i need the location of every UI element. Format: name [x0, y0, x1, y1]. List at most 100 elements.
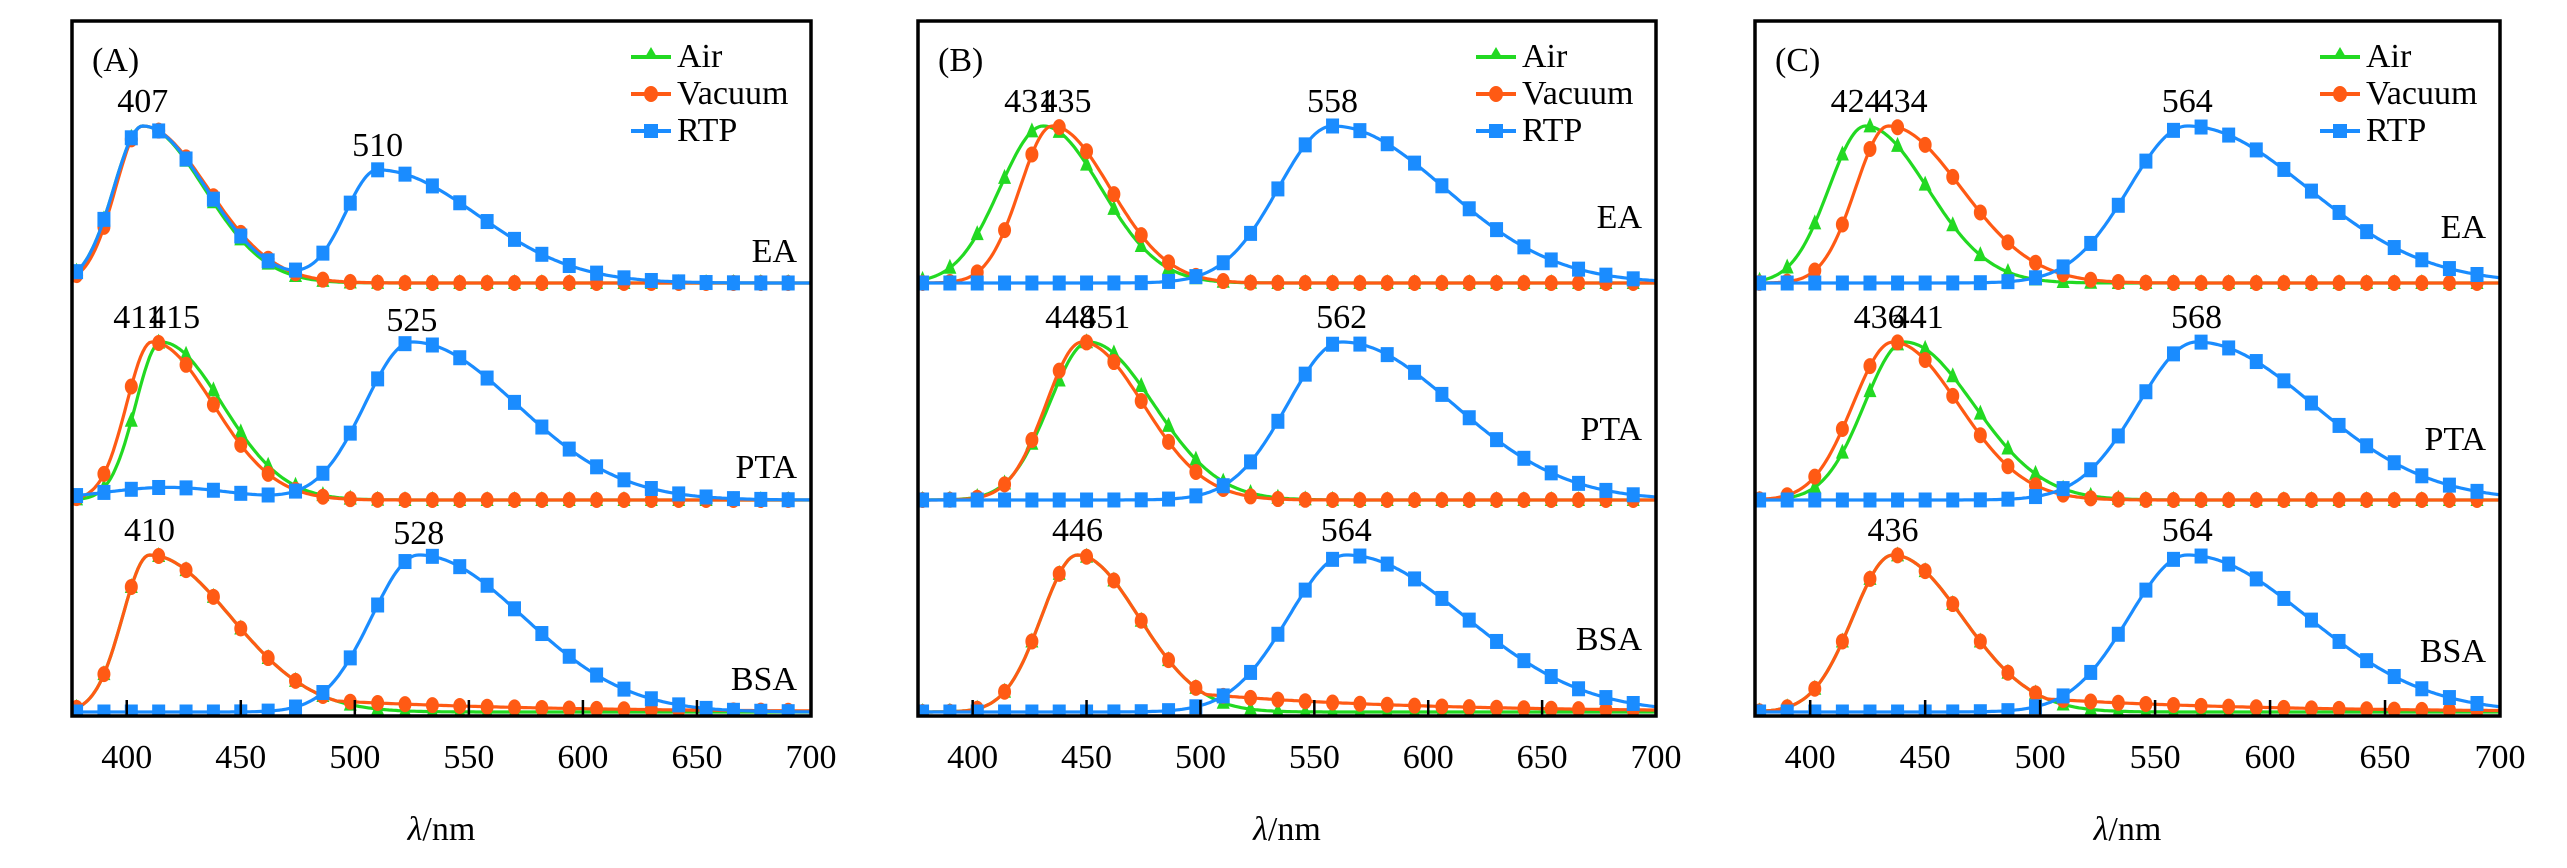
- plot-area: [918, 118, 1656, 716]
- marker-rtp: [1973, 492, 1987, 508]
- marker-vacuum: [316, 488, 330, 505]
- marker-vacuum: [1107, 186, 1121, 203]
- marker-vacuum: [2084, 490, 2098, 507]
- band-pta: [918, 333, 1656, 508]
- marker-rtp: [343, 650, 357, 666]
- marker-rtp: [1134, 275, 1148, 291]
- marker-rtp: [1244, 225, 1258, 241]
- marker-vacuum: [1599, 701, 1613, 716]
- marker-vacuum: [1918, 352, 1932, 369]
- marker-rtp: [2387, 240, 2401, 256]
- marker-vacuum: [1134, 612, 1148, 629]
- marker-vacuum: [1946, 168, 1960, 185]
- marker-vacuum: [2442, 702, 2456, 716]
- band-label-bsa: BSA: [731, 661, 798, 698]
- peak-label: 410: [124, 512, 175, 549]
- marker-rtp: [1162, 273, 1176, 289]
- marker-vacuum: [234, 620, 248, 637]
- marker-vacuum: [507, 492, 521, 508]
- marker-rtp: [72, 264, 84, 280]
- marker-vacuum: [1380, 275, 1394, 291]
- marker-rtp: [970, 704, 984, 716]
- x-tick-label: 400: [1785, 739, 1836, 776]
- marker-rtp: [1326, 551, 1340, 567]
- marker-vacuum: [562, 492, 576, 508]
- band-label-ea: EA: [752, 233, 798, 270]
- x-tick-label: 550: [1289, 739, 1340, 776]
- marker-vacuum: [289, 672, 303, 689]
- x-tick-label: 450: [215, 739, 266, 776]
- marker-vacuum: [2139, 491, 2153, 508]
- marker-rtp: [2470, 266, 2484, 282]
- marker-rtp: [371, 162, 385, 178]
- legend-label: Air: [677, 38, 723, 75]
- panel-label: (B): [938, 42, 983, 79]
- marker-rtp: [1863, 492, 1877, 508]
- marker-rtp: [617, 270, 631, 286]
- marker-vacuum: [1271, 691, 1285, 708]
- marker-vacuum: [2001, 664, 2015, 681]
- marker-rtp: [97, 211, 111, 227]
- x-tick-label: 550: [443, 739, 494, 776]
- x-tick-label: 450: [1061, 739, 1112, 776]
- marker-rtp: [562, 441, 576, 457]
- marker-rtp: [97, 484, 111, 500]
- marker-vacuum: [1517, 492, 1531, 508]
- marker-vacuum: [2415, 492, 2429, 508]
- marker-air: [1863, 382, 1877, 398]
- marker-rtp: [943, 704, 957, 716]
- peak-label: 510: [352, 127, 403, 164]
- marker-vacuum: [1891, 334, 1905, 351]
- marker-air: [1299, 702, 1311, 716]
- marker-vacuum: [1835, 421, 1849, 438]
- marker-vacuum: [1863, 358, 1877, 375]
- marker-rtp: [2111, 428, 2125, 444]
- marker-rtp: [1544, 252, 1558, 268]
- marker-vacuum: [1435, 698, 1449, 715]
- marker-vacuum: [1162, 433, 1176, 450]
- marker-vacuum: [2222, 698, 2236, 715]
- peak-label: 411: [113, 299, 163, 336]
- band-ea: [72, 122, 811, 291]
- marker-rtp: [1572, 261, 1586, 277]
- x-tick-label: 500: [1175, 739, 1226, 776]
- peak-label: 407: [117, 83, 168, 120]
- marker-vacuum: [1080, 334, 1094, 351]
- marker-vacuum: [1408, 491, 1422, 508]
- marker-vacuum: [425, 491, 439, 508]
- marker-rtp: [2222, 127, 2236, 143]
- marker-rtp: [2111, 197, 2125, 213]
- series-line-vacuum: [918, 553, 1656, 714]
- marker-rtp: [1326, 118, 1340, 134]
- marker-rtp: [1626, 271, 1640, 287]
- peak-label: 436: [1854, 299, 1905, 336]
- marker-rtp: [72, 704, 84, 716]
- marker-air: [970, 225, 984, 241]
- marker-air: [1080, 155, 1094, 171]
- marker-rtp: [1162, 703, 1176, 716]
- marker-rtp: [261, 487, 275, 503]
- marker-vacuum: [617, 492, 631, 508]
- marker-vacuum: [124, 578, 138, 595]
- series-line-vacuum: [72, 553, 811, 713]
- legend-label: Air: [2366, 38, 2412, 75]
- marker-air: [1946, 367, 1960, 383]
- marker-rtp: [2001, 491, 2015, 507]
- marker-rtp: [289, 483, 303, 499]
- marker-rtp: [289, 262, 303, 278]
- marker-vacuum: [2249, 699, 2263, 716]
- series-line-vacuum: [1755, 340, 2500, 502]
- marker-rtp: [2470, 483, 2484, 499]
- marker-vacuum: [453, 697, 467, 714]
- x-tick-label: 400: [947, 739, 998, 776]
- marker-vacuum: [2277, 492, 2291, 508]
- marker-vacuum: [2084, 693, 2098, 710]
- marker-vacuum: [1025, 146, 1039, 163]
- x-tick-label: 600: [2245, 739, 2296, 776]
- marker-vacuum: [398, 491, 412, 508]
- marker-vacuum: [1946, 596, 1960, 613]
- marker-rtp: [726, 275, 740, 291]
- marker-rtp: [2387, 669, 2401, 685]
- marker-air: [1134, 377, 1148, 393]
- marker-air: [2029, 464, 2043, 480]
